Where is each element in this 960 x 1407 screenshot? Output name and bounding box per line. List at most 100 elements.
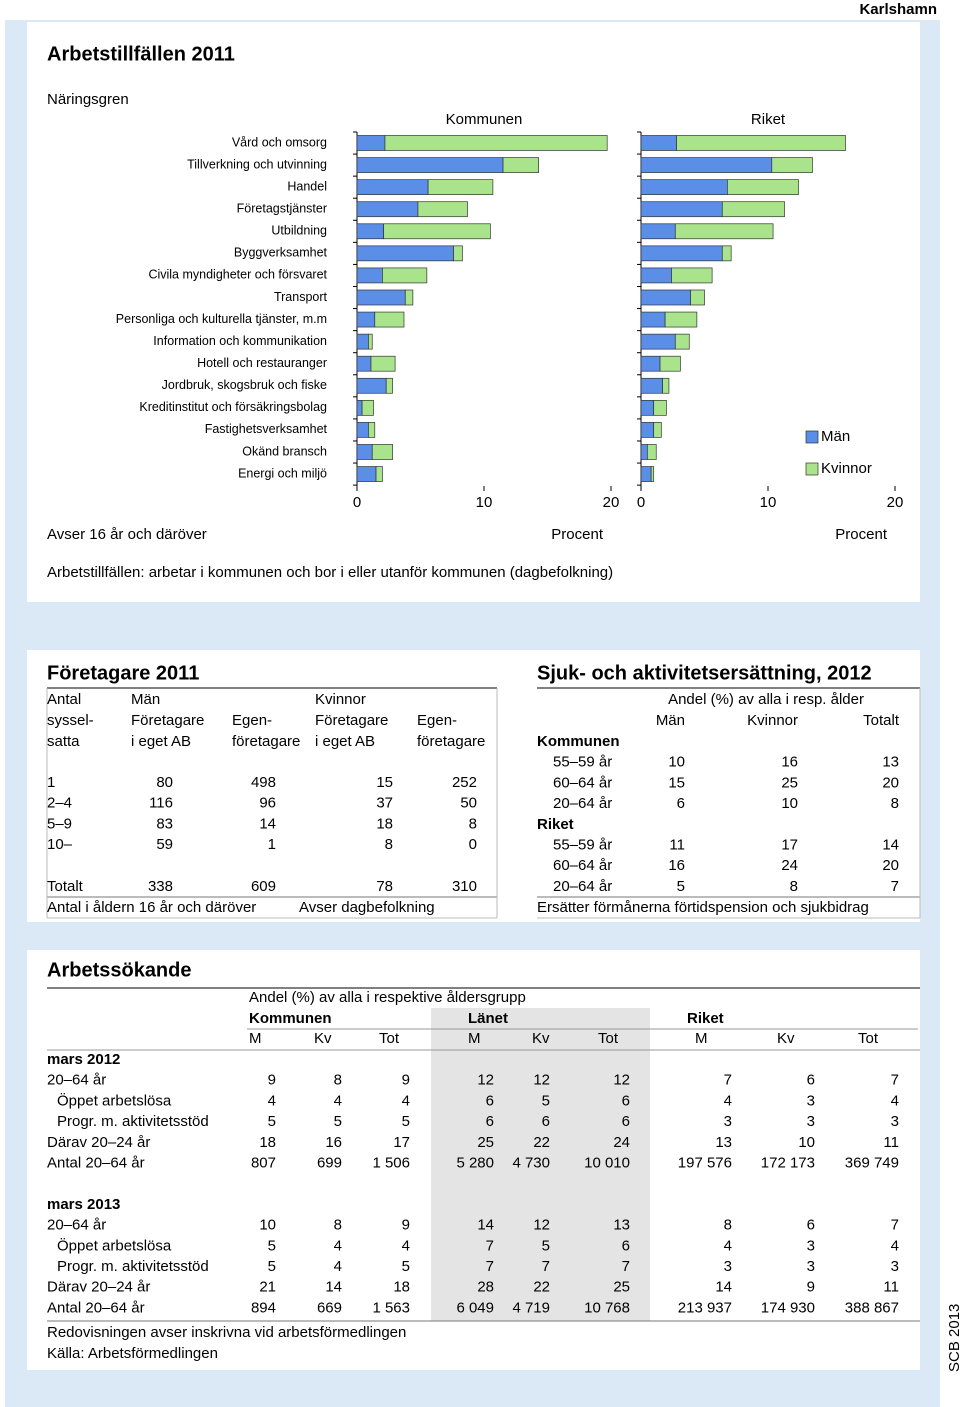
table-cell: 21: [259, 1279, 276, 1296]
table-cell: 0: [469, 836, 477, 853]
table-cell: 807: [251, 1154, 276, 1171]
bar-segment: [374, 311, 405, 328]
table-cell: 369 749: [845, 1154, 899, 1171]
table-cell: 18: [259, 1134, 276, 1151]
table-cell: 894: [251, 1299, 276, 1316]
row-label: Öppet arbetslösa: [57, 1236, 172, 1254]
table-cell: 6: [677, 795, 685, 812]
table-cell: 20: [882, 857, 899, 874]
table-cell: 116: [149, 795, 173, 812]
column-header: Företagare: [131, 712, 204, 729]
bar-segment: [356, 355, 372, 372]
column-header: Tot: [379, 1030, 400, 1047]
table-cell: 17: [781, 836, 798, 853]
column-header: Tot: [598, 1030, 619, 1047]
table-cell: 6: [622, 1237, 630, 1254]
table-cell: 4: [402, 1092, 410, 1109]
x-axis-label: Procent: [551, 526, 604, 543]
bar-segment: [671, 267, 713, 284]
table-cell: 6: [486, 1113, 494, 1130]
bar-segment: [727, 179, 799, 195]
table-cell: 8: [334, 1072, 342, 1089]
table-cell: 11: [669, 836, 685, 853]
bar-segment: [417, 201, 468, 218]
table-cell: 12: [477, 1072, 494, 1089]
bar-segment: [371, 444, 393, 460]
bar-segment: [640, 466, 652, 482]
bar-segment: [640, 399, 655, 416]
source-note: Källa: Arbetsförmedlingen: [47, 1345, 218, 1362]
bar-segment: [674, 333, 690, 350]
bar-segment: [640, 377, 663, 394]
bar-segment: [356, 179, 429, 195]
category-label: Vård och omsorg: [232, 135, 327, 149]
table-cell: 14: [325, 1279, 342, 1296]
row-label: Progr. m. aktivitetsstöd: [57, 1258, 209, 1275]
bar-segment: [646, 444, 657, 460]
table-cell: 3: [807, 1092, 815, 1109]
credit: SCB 2013: [946, 1304, 960, 1372]
table-cell: 13: [715, 1134, 732, 1151]
category-label: Hotell och restauranger: [197, 356, 327, 370]
table-cell: Totalt: [47, 878, 84, 895]
bar-segment: [640, 223, 676, 240]
table-cell: 11: [883, 1279, 899, 1296]
bar-segment: [356, 157, 504, 173]
table-cell: 20: [882, 774, 899, 791]
bar-segment: [650, 466, 655, 482]
table-cell: 5: [677, 878, 685, 895]
row-label: 20–64 år: [553, 878, 612, 895]
table-cell: 3: [807, 1237, 815, 1254]
column-header: satta: [47, 733, 80, 750]
bar-segment: [368, 422, 376, 438]
table-cell: 172 173: [761, 1154, 815, 1171]
bar-segment: [356, 201, 419, 218]
bar-segment: [640, 333, 676, 350]
column-shade: [431, 1008, 650, 1321]
column-header: företagare: [417, 733, 485, 750]
column-header: Antal: [47, 691, 81, 708]
table-cell: 4 730: [512, 1154, 550, 1171]
table-title: Företagare 2011: [47, 662, 199, 684]
column-header: Tot: [858, 1030, 879, 1047]
category-label: Fastighetsverksamhet: [205, 422, 328, 436]
table-cell: 498: [251, 774, 276, 791]
table-cell: 9: [268, 1072, 276, 1089]
bar-segment: [640, 289, 691, 306]
table-cell: 609: [251, 878, 276, 895]
column-header: syssel-: [47, 712, 94, 729]
table-cell: 1: [268, 836, 276, 853]
column-header: Kvinnor: [315, 691, 366, 708]
category-label: Jordbruk, skogsbruk och fiske: [162, 378, 327, 392]
bar-segment: [659, 355, 681, 372]
table-cell: 174 930: [761, 1299, 815, 1316]
table-cell: 96: [259, 795, 276, 812]
region-header: Länet: [468, 1010, 508, 1027]
table-cell: 3: [891, 1258, 899, 1275]
table-cell: 4: [334, 1237, 342, 1254]
table-cell: 4: [402, 1237, 410, 1254]
table-cell: 7: [622, 1258, 630, 1275]
table-cell: 5–9: [47, 815, 72, 832]
column-header: Totalt: [863, 712, 900, 729]
bar-segment: [356, 245, 454, 262]
x-tick-label: 10: [760, 494, 777, 511]
region-header: Riket: [687, 1010, 724, 1027]
table-cell: 3: [891, 1113, 899, 1130]
table-cell: 4: [891, 1237, 899, 1254]
table-cell: 22: [533, 1134, 550, 1151]
table-caption: Andel (%) av alla i resp. ålder: [668, 691, 864, 708]
bar-segment: [640, 355, 661, 372]
table-cell: 9: [402, 1217, 410, 1234]
bar-segment: [771, 157, 813, 173]
chart-title: Arbetstillfällen 2011: [47, 43, 235, 65]
column-header: Kv: [314, 1030, 332, 1047]
table-cell: 16: [325, 1134, 342, 1151]
group-label: Riket: [537, 816, 574, 833]
row-label: Antal 20–64 år: [47, 1154, 145, 1171]
table-cell: 3: [807, 1113, 815, 1130]
chart-footnote: Arbetstillfällen: arbetar i kommunen och…: [47, 564, 613, 581]
legend-swatch: [805, 462, 819, 476]
column-header: M: [468, 1030, 481, 1047]
table-cell: 5 280: [456, 1154, 494, 1171]
